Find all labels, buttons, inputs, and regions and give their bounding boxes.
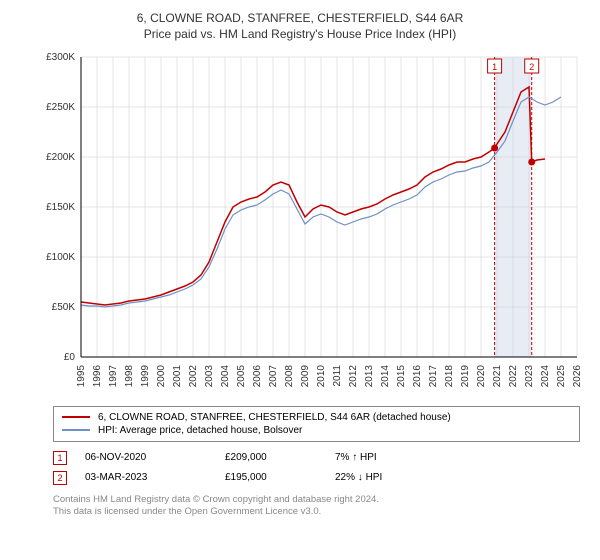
svg-text:2001: 2001 [172, 364, 183, 387]
svg-text:2004: 2004 [220, 364, 231, 387]
svg-text:2023: 2023 [524, 364, 535, 387]
svg-text:1995: 1995 [76, 364, 87, 387]
svg-text:2006: 2006 [252, 364, 263, 387]
svg-text:2003: 2003 [204, 364, 215, 387]
svg-text:1996: 1996 [92, 364, 103, 387]
footer-line-1: Contains HM Land Registry data © Crown c… [53, 494, 580, 506]
legend-row: HPI: Average price, detached house, Bols… [62, 424, 571, 437]
svg-text:£200K: £200K [46, 152, 75, 163]
svg-text:2020: 2020 [476, 364, 487, 387]
svg-text:2005: 2005 [236, 364, 247, 387]
svg-text:2019: 2019 [460, 364, 471, 387]
svg-text:1: 1 [492, 62, 497, 72]
chart-subtitle: Price paid vs. HM Land Registry's House … [15, 27, 585, 41]
chart-svg: £0 £50K £100K £150K £200K £250K £300K 1995 1996 1… [33, 49, 585, 401]
svg-text:2008: 2008 [284, 364, 295, 387]
svg-text:2021: 2021 [492, 364, 503, 387]
svg-text:£300K: £300K [46, 52, 75, 63]
sale-marker-box: 2 [53, 471, 67, 485]
svg-text:2017: 2017 [428, 364, 439, 387]
plot-area: £0 £50K £100K £150K £200K £250K £300K 1995 1996 1… [33, 49, 585, 401]
svg-text:2002: 2002 [188, 364, 199, 387]
svg-text:£250K: £250K [46, 102, 75, 113]
svg-text:2016: 2016 [412, 364, 423, 387]
svg-text:£100K: £100K [46, 252, 75, 263]
sales-table: 1 06-NOV-2020£209,0007% ↑ HPI 2 03-MAR-2023… [53, 450, 580, 486]
svg-text:2022: 2022 [508, 364, 519, 387]
svg-text:2026: 2026 [572, 364, 583, 387]
svg-text:2013: 2013 [364, 364, 375, 387]
svg-text:£150K: £150K [46, 202, 75, 213]
svg-text:2009: 2009 [300, 364, 311, 387]
svg-text:2024: 2024 [540, 364, 551, 387]
sale-price: £195,000 [225, 472, 335, 483]
legend-row: 6, CLOWNE ROAD, STANFREE, CHESTERFIELD, … [62, 411, 571, 424]
svg-text:2018: 2018 [444, 364, 455, 387]
sale-row: 1 06-NOV-2020£209,0007% ↑ HPI [53, 450, 580, 466]
svg-text:1998: 1998 [124, 364, 135, 387]
footer: Contains HM Land Registry data © Crown c… [53, 494, 580, 519]
svg-text:2015: 2015 [396, 364, 407, 387]
sale-row: 2 03-MAR-2023£195,00022% ↓ HPI [53, 470, 580, 486]
svg-text:2014: 2014 [380, 364, 391, 387]
svg-text:2025: 2025 [556, 364, 567, 387]
sale-pct: 7% ↑ HPI [335, 452, 455, 463]
svg-text:2: 2 [529, 62, 534, 72]
sale-price: £209,000 [225, 452, 335, 463]
svg-text:2010: 2010 [316, 364, 327, 387]
svg-text:£0: £0 [64, 352, 76, 363]
legend-line [62, 416, 90, 418]
chart-container: 6, CLOWNE ROAD, STANFREE, CHESTERFIELD, … [0, 0, 600, 560]
legend-line [62, 429, 90, 431]
sale-date: 03-MAR-2023 [85, 472, 225, 483]
sale-date: 06-NOV-2020 [85, 452, 225, 463]
svg-text:2012: 2012 [348, 364, 359, 387]
footer-line-2: This data is licensed under the Open Gov… [53, 506, 580, 518]
legend-box: 6, CLOWNE ROAD, STANFREE, CHESTERFIELD, … [53, 406, 580, 442]
sale-pct: 22% ↓ HPI [335, 472, 455, 483]
svg-text:2011: 2011 [332, 364, 343, 386]
svg-text:£50K: £50K [52, 302, 76, 313]
svg-text:1999: 1999 [140, 364, 151, 387]
legend-label: 6, CLOWNE ROAD, STANFREE, CHESTERFIELD, … [98, 412, 451, 423]
svg-text:2007: 2007 [268, 364, 279, 387]
chart-title: 6, CLOWNE ROAD, STANFREE, CHESTERFIELD, … [15, 10, 585, 27]
legend-label: HPI: Average price, detached house, Bols… [98, 425, 302, 436]
svg-text:1997: 1997 [108, 364, 119, 387]
sale-marker-box: 1 [53, 451, 67, 465]
svg-text:2000: 2000 [156, 364, 167, 387]
